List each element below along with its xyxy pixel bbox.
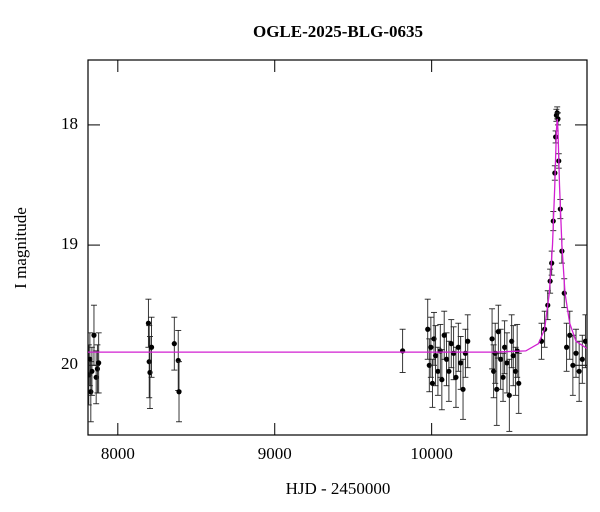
y-tick-label: 19 [61,234,78,253]
data-point [567,332,573,338]
data-point [439,377,445,383]
data-point [88,389,94,395]
data-point [500,374,506,380]
x-tick-label: 8000 [101,444,135,463]
data-point [510,353,516,359]
data-point [145,320,152,326]
data-point [451,350,457,356]
data-point [148,344,155,350]
data-point [435,368,441,374]
data-point [146,359,152,365]
x-tick-label: 10000 [410,444,453,463]
data-point [428,344,434,350]
data-point [455,344,461,350]
data-point [579,356,585,362]
data-point [576,368,582,374]
data-point [91,332,97,338]
data-point [564,344,570,350]
data-point [425,326,431,332]
model-curve [88,118,587,353]
data-point [489,336,495,342]
y-axis-label: I magnitude [11,207,30,289]
chart-title: OGLE-2025-BLG-0635 [253,22,423,41]
data-point [460,386,466,392]
data-point [96,360,102,366]
data-point [446,368,452,374]
data-point [448,341,454,347]
data-point [176,389,182,395]
y-tick-label: 20 [61,354,78,373]
data-point [88,356,93,362]
data-point [582,338,587,344]
data-point [570,362,576,368]
data-point [453,374,459,380]
data-point [432,353,439,359]
data-point [94,366,101,372]
data-point [429,380,436,386]
data-point [494,386,500,392]
data-point [495,329,501,335]
data-point [171,341,177,347]
data-point [516,380,522,386]
y-tick-label: 18 [61,114,78,133]
data-point [175,357,181,364]
data-point [441,332,447,338]
x-tick-label: 9000 [258,444,292,463]
data-point [93,374,99,380]
data-point [498,356,504,362]
data-point [89,368,95,374]
data-point [504,360,510,366]
plot-area [88,106,587,432]
data-point [462,350,468,356]
x-axis-label: HJD - 2450000 [286,479,391,498]
data-point [506,392,512,398]
plot-frame [87,59,588,436]
data-point [465,338,471,344]
data-point [458,360,464,366]
data-point [573,350,579,356]
data-point [502,344,508,350]
data-point [443,356,450,362]
